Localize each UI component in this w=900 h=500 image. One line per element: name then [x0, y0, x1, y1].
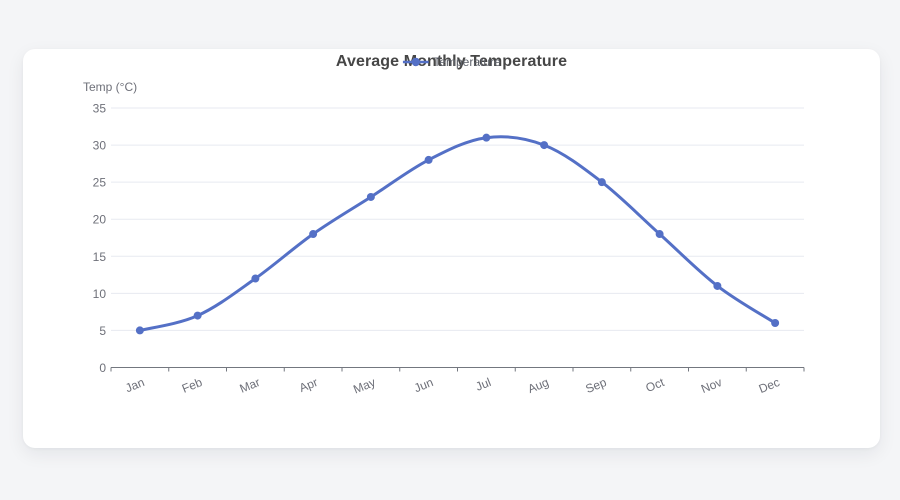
x-axis-label: Dec [757, 375, 782, 396]
x-axis-label: Sep [583, 375, 608, 396]
x-axis-label: Jul [474, 375, 493, 394]
data-point-jan[interactable] [135, 326, 144, 335]
y-axis-tick-label: 10 [93, 287, 107, 301]
x-axis-label: Mar [238, 375, 262, 396]
chart-title: Average Monthly Temperature [335, 53, 568, 70]
y-axis-tick-label: 25 [93, 176, 107, 190]
y-axis-tick-label: 35 [93, 102, 107, 116]
data-point-may[interactable] [366, 192, 375, 201]
y-axis-tick-label: 0 [99, 361, 106, 375]
y-axis-tick-label: 5 [99, 324, 106, 338]
y-axis-tick-label: 20 [93, 213, 107, 227]
chart-card: Average Monthly Temperature Temperature … [23, 49, 880, 448]
data-point-oct[interactable] [655, 230, 664, 239]
x-axis-label: Apr [297, 375, 320, 395]
temperature-line [138, 135, 777, 332]
y-axis-tick-label: 30 [93, 139, 107, 153]
data-point-apr[interactable] [309, 230, 318, 239]
data-point-mar[interactable] [251, 274, 260, 283]
line-series-legend-icon [402, 56, 429, 68]
x-axis-label: Jun [412, 375, 435, 395]
y-axis-name: Temp (°C) [83, 80, 138, 94]
line-chart-plot-area[interactable]: 0 5 10 15 20 25 30 35 Jan Feb Mar Apr May Jun Jul Aug Se… [23, 49, 880, 448]
legend-label: Temperature [433, 55, 501, 69]
legend-item-temperature[interactable]: Temperature [402, 55, 501, 69]
x-axis-label: Jan [123, 375, 146, 395]
y-axis-tick-label: 15 [93, 250, 107, 264]
x-axis-label: Aug [526, 375, 551, 396]
data-point-jul[interactable] [482, 133, 491, 142]
data-point-nov[interactable] [713, 281, 722, 290]
data-point-sep[interactable] [597, 178, 606, 187]
x-axis-label: Nov [699, 375, 724, 396]
data-point-jun[interactable] [424, 155, 433, 164]
data-point-feb[interactable] [193, 311, 202, 320]
data-point-dec[interactable] [771, 319, 780, 328]
x-axis-label: May [351, 375, 377, 396]
x-axis-label: Oct [644, 375, 667, 395]
x-axis-label: Feb [180, 375, 205, 396]
data-point-aug[interactable] [540, 141, 549, 150]
